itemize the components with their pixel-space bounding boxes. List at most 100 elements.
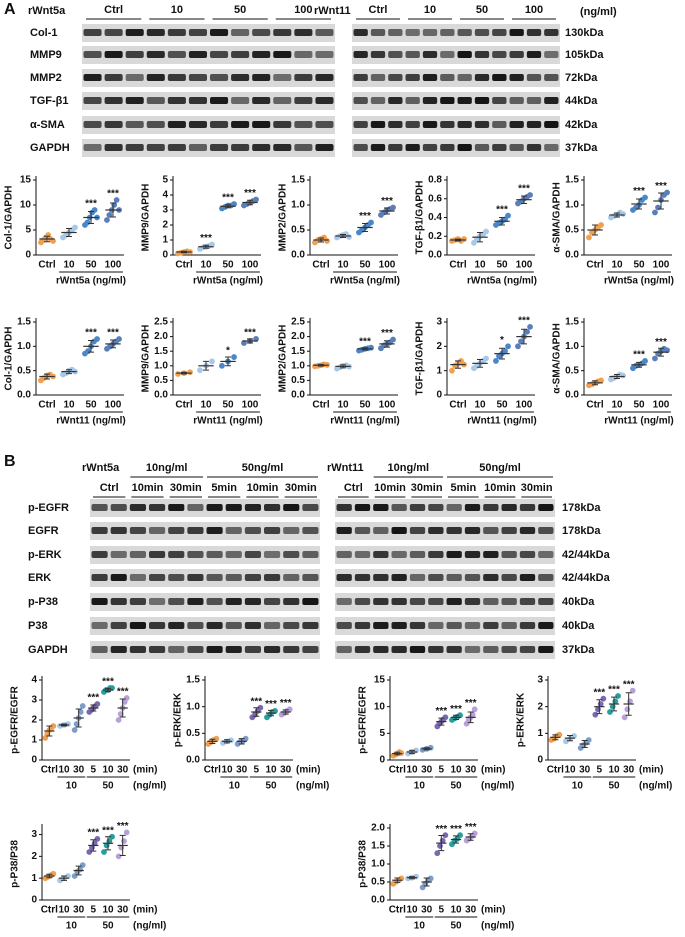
data-point	[324, 238, 330, 244]
data-point	[175, 371, 181, 377]
x-tick-label: Ctrl	[175, 400, 192, 411]
y-tick-label: 1.5	[291, 175, 305, 186]
data-point	[505, 343, 511, 350]
y-tick-label: 0.0	[17, 390, 31, 401]
blot-band	[544, 29, 559, 36]
blot-band	[483, 551, 499, 558]
y-tick-label: 1	[436, 365, 442, 376]
x-tick-label: Ctrl	[389, 905, 406, 916]
blot-band	[294, 121, 313, 128]
blot-band	[273, 74, 292, 81]
blot-band	[167, 144, 186, 151]
blot-band	[129, 622, 146, 629]
x-tick-label: Ctrl	[547, 765, 564, 776]
blot-band	[464, 504, 481, 511]
blot-band	[428, 646, 444, 653]
protein-label: p-ERK	[28, 549, 62, 561]
blot-band	[283, 574, 300, 581]
blot-band	[168, 598, 185, 605]
size-label: 40kDa	[562, 596, 595, 608]
blot-band	[302, 646, 319, 653]
y-axis-label: p-P38/P38	[10, 840, 21, 888]
blot-band	[409, 504, 426, 511]
condition-label: 100	[294, 4, 312, 16]
data-point	[515, 343, 521, 350]
data-point	[483, 355, 489, 362]
blot-band	[187, 622, 204, 629]
condition-label: 30min	[521, 482, 553, 494]
blot-band	[391, 646, 407, 653]
treatment-label: rWnt11	[314, 5, 351, 17]
blot-band	[91, 598, 108, 605]
significance: ***	[633, 350, 645, 361]
significance: ***	[633, 186, 645, 197]
x-tick-label: 50	[359, 400, 371, 411]
group-label: 10	[414, 781, 426, 792]
protein-label: p-EGFR	[28, 502, 69, 514]
x-tick-label: 10	[450, 905, 462, 916]
x-tick-label: 10	[265, 765, 277, 776]
blot-band	[464, 574, 481, 581]
data-point	[115, 717, 122, 723]
blot-band	[104, 29, 123, 36]
y-tick-label: 1.5	[565, 317, 579, 328]
blot-band	[428, 622, 444, 629]
blot-background	[335, 522, 555, 540]
blot-band	[370, 51, 386, 58]
blot-band	[538, 527, 554, 534]
blot-band	[231, 97, 250, 104]
group-unit-label: (ng/ml)	[481, 781, 514, 792]
significance: ***	[117, 821, 129, 832]
blot-band	[428, 574, 444, 581]
y-tick-label: 4	[162, 190, 168, 201]
significance: ***	[518, 184, 530, 195]
y-tick-label: 0.0	[186, 755, 200, 766]
condition-label: 50	[476, 4, 488, 16]
data-point	[187, 369, 193, 376]
blot-band	[538, 598, 554, 605]
x-tick-label: 5	[91, 905, 97, 916]
x-tick-label: 5	[597, 765, 603, 776]
data-point	[483, 228, 489, 235]
blot-band	[252, 29, 271, 36]
group-label: rWnt5a (ng/ml)	[604, 276, 674, 287]
group-label: 10	[229, 781, 241, 792]
condition-label: 10min	[374, 482, 406, 494]
blot-band	[373, 574, 389, 581]
blot-background	[82, 116, 335, 134]
protein-label: P38	[28, 620, 48, 632]
y-tick-label: 2	[31, 851, 37, 862]
blot-band	[501, 527, 517, 534]
x-tick-label: Ctrl	[449, 260, 466, 271]
treatment-label: rWnt11	[327, 462, 364, 474]
blot-background	[90, 569, 320, 587]
blot-band	[509, 29, 524, 36]
x-tick-label: 10	[102, 765, 114, 776]
y-tick-label: 1.0	[186, 701, 200, 712]
blot-background	[352, 69, 560, 87]
x-tick-label: 30	[623, 765, 635, 776]
x-tick-label: 10	[58, 765, 70, 776]
blot-band	[405, 74, 420, 81]
blot-band	[464, 622, 481, 629]
significance: ***	[435, 824, 447, 835]
blot-band	[188, 51, 207, 58]
y-tick-label: 3	[537, 675, 543, 686]
x-tick-label: 30	[465, 765, 477, 776]
blot-background	[352, 139, 560, 157]
y-tick-label: 2	[436, 341, 442, 352]
blot-band	[129, 551, 146, 558]
significance: ***	[359, 211, 371, 222]
group-label: rWnt11 (ng/ml)	[193, 416, 262, 427]
x-tick-label: 100	[653, 400, 670, 411]
significance: ***	[107, 189, 119, 200]
blot-band	[501, 622, 517, 629]
x-tick-label: 10	[611, 260, 623, 271]
blot-band	[422, 51, 438, 58]
blot-band	[244, 646, 261, 653]
data-point	[104, 217, 110, 223]
x-tick-label: Ctrl	[38, 260, 55, 271]
blot-band	[149, 574, 166, 581]
y-tick-label: 2	[537, 701, 543, 712]
y-tick-label: 15	[374, 675, 386, 686]
